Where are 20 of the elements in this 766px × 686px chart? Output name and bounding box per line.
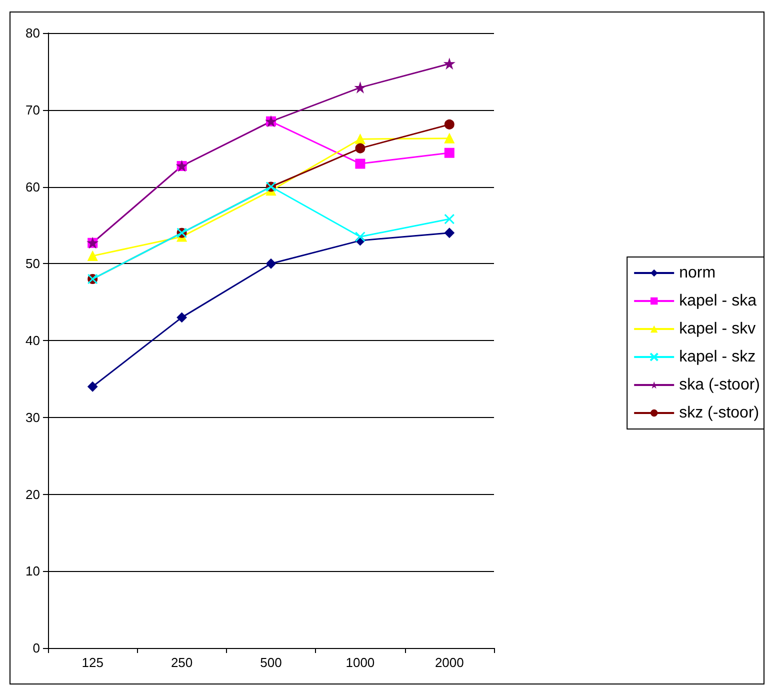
y-tick-label: 30 <box>26 410 40 425</box>
legend-label: ska (-stoor) <box>679 376 760 394</box>
y-tick-label: 50 <box>26 256 40 272</box>
y-tick-label: 10 <box>26 564 40 579</box>
x-tick-label: 250 <box>170 655 193 670</box>
legend-label: kapel - ska <box>679 292 757 310</box>
y-tick-label: 60 <box>26 179 40 194</box>
x-tick-label: 125 <box>82 655 104 670</box>
y-tick-label: 0 <box>32 640 40 656</box>
legend-label: norm <box>679 264 716 282</box>
y-tick-label: 40 <box>26 333 40 348</box>
legend-label: skz (-stoor) <box>679 404 760 422</box>
x-tick-label: 1000 <box>346 655 375 670</box>
y-tick-label: 80 <box>26 26 40 40</box>
y-tick-label: 70 <box>26 102 40 118</box>
x-tick-label: 500 <box>260 655 282 670</box>
legend-label: kapel - skv <box>679 320 756 338</box>
x-tick-label: 2000 <box>434 655 464 670</box>
y-tick-label: 20 <box>26 486 40 502</box>
legend-label: kapel - skz <box>679 348 756 366</box>
